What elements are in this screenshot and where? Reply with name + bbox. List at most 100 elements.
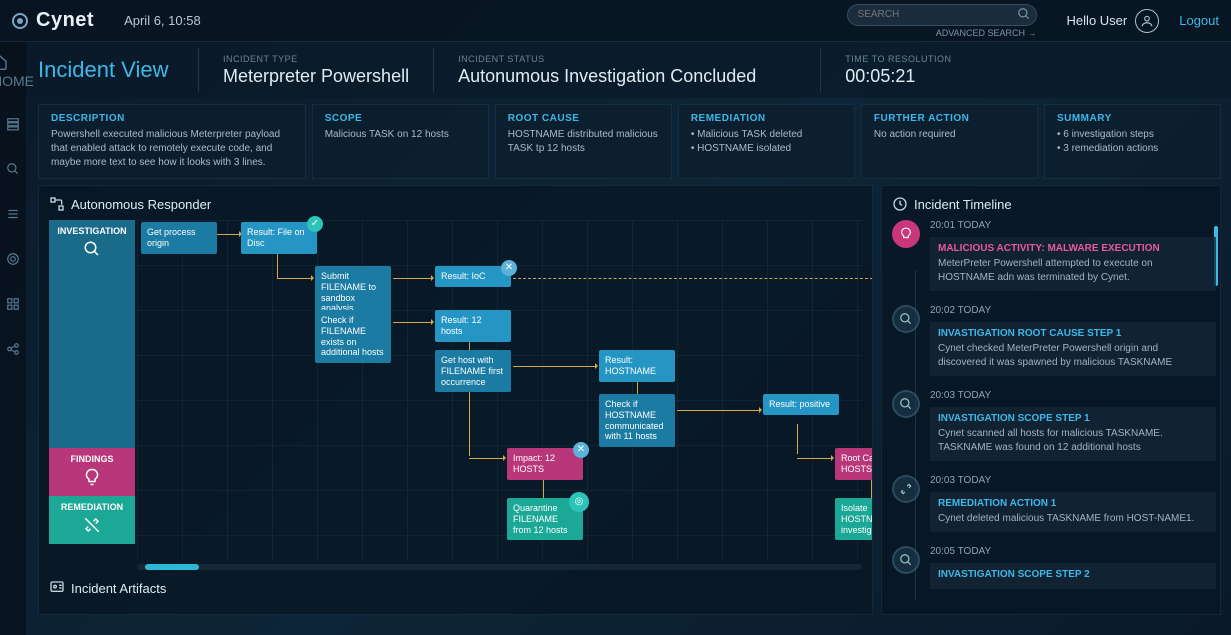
brand-text: Cynet: [36, 9, 94, 32]
card-scope-body: Malicious TASK on 12 hosts: [325, 128, 476, 142]
phase-investigation-label: INVESTIGATION: [57, 226, 126, 236]
phase-investigation[interactable]: INVESTIGATION: [49, 220, 135, 448]
ttr-label: TIME TO RESOLUTION: [845, 54, 951, 64]
flow-node-remediation[interactable]: Quarantine FILENAME from 12 hosts◎: [507, 498, 583, 540]
card-remediation: REMEDIATION Malicious TASK deleted HOSTN…: [678, 104, 855, 179]
nav-share-icon[interactable]: [6, 342, 20, 359]
flow-node-remediation[interactable]: Isolate HOSTNAME for investigation: [835, 498, 873, 540]
logo-icon: [12, 13, 28, 29]
card-further-body: No action required: [874, 128, 1025, 142]
horizontal-scrollbar[interactable]: [137, 564, 862, 570]
phase-findings-label: FINDINGS: [70, 454, 113, 464]
timeline-item[interactable]: 20:03 TODAY INVASTIGATION SCOPE STEP 1 C…: [892, 390, 1216, 461]
phase-findings[interactable]: FINDINGS: [49, 448, 135, 496]
artifacts-title: Incident Artifacts: [49, 580, 862, 596]
search-icon: [892, 390, 920, 418]
target-icon: ◎: [569, 492, 589, 512]
phase-remediation[interactable]: REMEDIATION: [49, 496, 135, 544]
nav-search-icon[interactable]: [6, 162, 20, 179]
flow-node-finding[interactable]: Root Cause: 12 HOSTS✓: [835, 448, 873, 480]
left-nav: HOME: [0, 42, 26, 635]
check-icon: ✓: [307, 216, 323, 232]
bulb-icon: [83, 468, 101, 486]
timeline-item[interactable]: 20:03 TODAY REMEDIATION ACTION 1 Cynet d…: [892, 475, 1216, 532]
ttr-value: 00:05:21: [845, 66, 951, 87]
card-summary: SUMMARY 6 investigation steps 3 remediat…: [1044, 104, 1221, 179]
flow-node-finding[interactable]: Impact: 12 HOSTS✕: [507, 448, 583, 480]
card-root-cause-body: HOSTNAME distributed malicious TASK tp 1…: [508, 128, 659, 156]
timeline-content: INVASTIGATION SCOPE STEP 2: [930, 563, 1216, 589]
datetime: April 6, 10:58: [124, 13, 201, 28]
card-description-body: Powershell executed malicious Meterprete…: [51, 128, 293, 170]
timeline-item-body: Cynet checked MeterPreter Powershell ori…: [938, 342, 1208, 370]
card-description-title: DESCRIPTION: [51, 113, 293, 124]
nav-grid-icon[interactable]: [6, 297, 20, 314]
timeline-item-title: INVASTIGATION SCOPE STEP 2: [938, 569, 1208, 580]
timeline-title: Incident Timeline: [892, 196, 1216, 212]
card-remediation-title: REMEDIATION: [691, 113, 842, 124]
incident-status-value: Autonumous Investigation Concluded: [458, 66, 756, 87]
responder-panel: Autonomous Responder INVESTIGATION FINDI…: [38, 185, 873, 615]
avatar-icon[interactable]: [1135, 9, 1159, 33]
flow-node[interactable]: Result: 12 hosts: [435, 310, 511, 342]
card-description: DESCRIPTION Powershell executed maliciou…: [38, 104, 306, 179]
flow-arrow: [677, 410, 761, 411]
timeline-item-body: MeterPreter Powershell attempted to exec…: [938, 257, 1208, 285]
topbar: Cynet April 6, 10:58 ADVANCED SEARCH → H…: [0, 0, 1231, 42]
search-input[interactable]: [847, 4, 1037, 26]
incident-type-label: INCIDENT TYPE: [223, 54, 409, 64]
artifacts-title-text: Incident Artifacts: [71, 581, 166, 596]
flow-arrow: [513, 366, 597, 367]
timeline-time: 20:05 TODAY: [930, 546, 1216, 557]
flow-node[interactable]: Get process origin: [141, 222, 217, 254]
nav-home-icon[interactable]: HOME: [0, 54, 34, 89]
info-cards-row: DESCRIPTION Powershell executed maliciou…: [0, 98, 1231, 185]
clock-icon: [892, 196, 908, 212]
search-wrap: ADVANCED SEARCH →: [847, 4, 1037, 38]
brand-logo[interactable]: Cynet: [12, 9, 94, 32]
flow-node[interactable]: Get host with FILENAME first occurrence: [435, 350, 511, 392]
flow-node[interactable]: Result: IoC✕: [435, 266, 511, 287]
list-item: HOSTNAME isolated: [691, 142, 842, 156]
nav-sliders-icon[interactable]: [6, 207, 20, 224]
timeline-time: 20:01 TODAY: [930, 220, 1216, 231]
flow-arrow: [217, 234, 241, 235]
list-item: 6 investigation steps: [1057, 128, 1208, 142]
flow-node[interactable]: Check if FILENAME exists on additional h…: [315, 310, 391, 363]
flow-arrow: [513, 278, 873, 279]
main-row: Autonomous Responder INVESTIGATION FINDI…: [0, 185, 1231, 615]
flow-node[interactable]: Check if HOSTNAME communicated with 11 h…: [599, 394, 675, 447]
flow-canvas[interactable]: Get process origin Result: File on Disc✓…: [137, 220, 862, 560]
incident-type-block: INCIDENT TYPE Meterpreter Powershell: [198, 48, 433, 92]
ttr-block: TIME TO RESOLUTION 00:05:21: [820, 48, 975, 92]
advanced-search-link[interactable]: ADVANCED SEARCH →: [847, 28, 1037, 38]
timeline-item-body: Cynet scanned all hosts for malicious TA…: [938, 427, 1208, 455]
list-item: Malicious TASK deleted: [691, 128, 842, 142]
page-title: Incident View: [38, 57, 198, 83]
nav-home-label: HOME: [0, 73, 34, 89]
tools-icon: [83, 516, 101, 534]
timeline-item[interactable]: 20:05 TODAY INVASTIGATION SCOPE STEP 2: [892, 546, 1216, 589]
incident-type-value: Meterpreter Powershell: [223, 66, 409, 87]
flow-arrow: [469, 458, 505, 459]
timeline-item-title: REMEDIATION ACTION 1: [938, 498, 1208, 509]
phase-column: INVESTIGATION FINDINGS REMEDIATION: [49, 220, 135, 560]
greeting-text: Hello User: [1067, 13, 1128, 28]
flow-arrow: [797, 458, 833, 459]
search-icon[interactable]: [1017, 7, 1031, 24]
responder-title-text: Autonomous Responder: [71, 197, 211, 212]
scrollbar-thumb[interactable]: [145, 564, 199, 570]
flow-node[interactable]: Result: HOSTNAME: [599, 350, 675, 382]
flow-node[interactable]: Result: File on Disc✓: [241, 222, 317, 254]
timeline-list: 20:01 TODAY MALICIOUS ACTIVITY: MALWARE …: [892, 220, 1216, 600]
flow-icon: [49, 196, 65, 212]
nav-stack-icon[interactable]: [6, 117, 20, 134]
timeline-time: 20:02 TODAY: [930, 305, 1216, 316]
timeline-item[interactable]: 20:01 TODAY MALICIOUS ACTIVITY: MALWARE …: [892, 220, 1216, 291]
search-icon: [892, 546, 920, 574]
flow-node[interactable]: Result: positive: [763, 394, 839, 415]
timeline-item[interactable]: 20:02 TODAY INVASTIGATION ROOT CAUSE STE…: [892, 305, 1216, 376]
logout-link[interactable]: Logout: [1179, 13, 1219, 28]
timeline-item-title: MALICIOUS ACTIVITY: MALWARE EXECUTION: [938, 243, 1208, 254]
nav-target-icon[interactable]: [6, 252, 20, 269]
